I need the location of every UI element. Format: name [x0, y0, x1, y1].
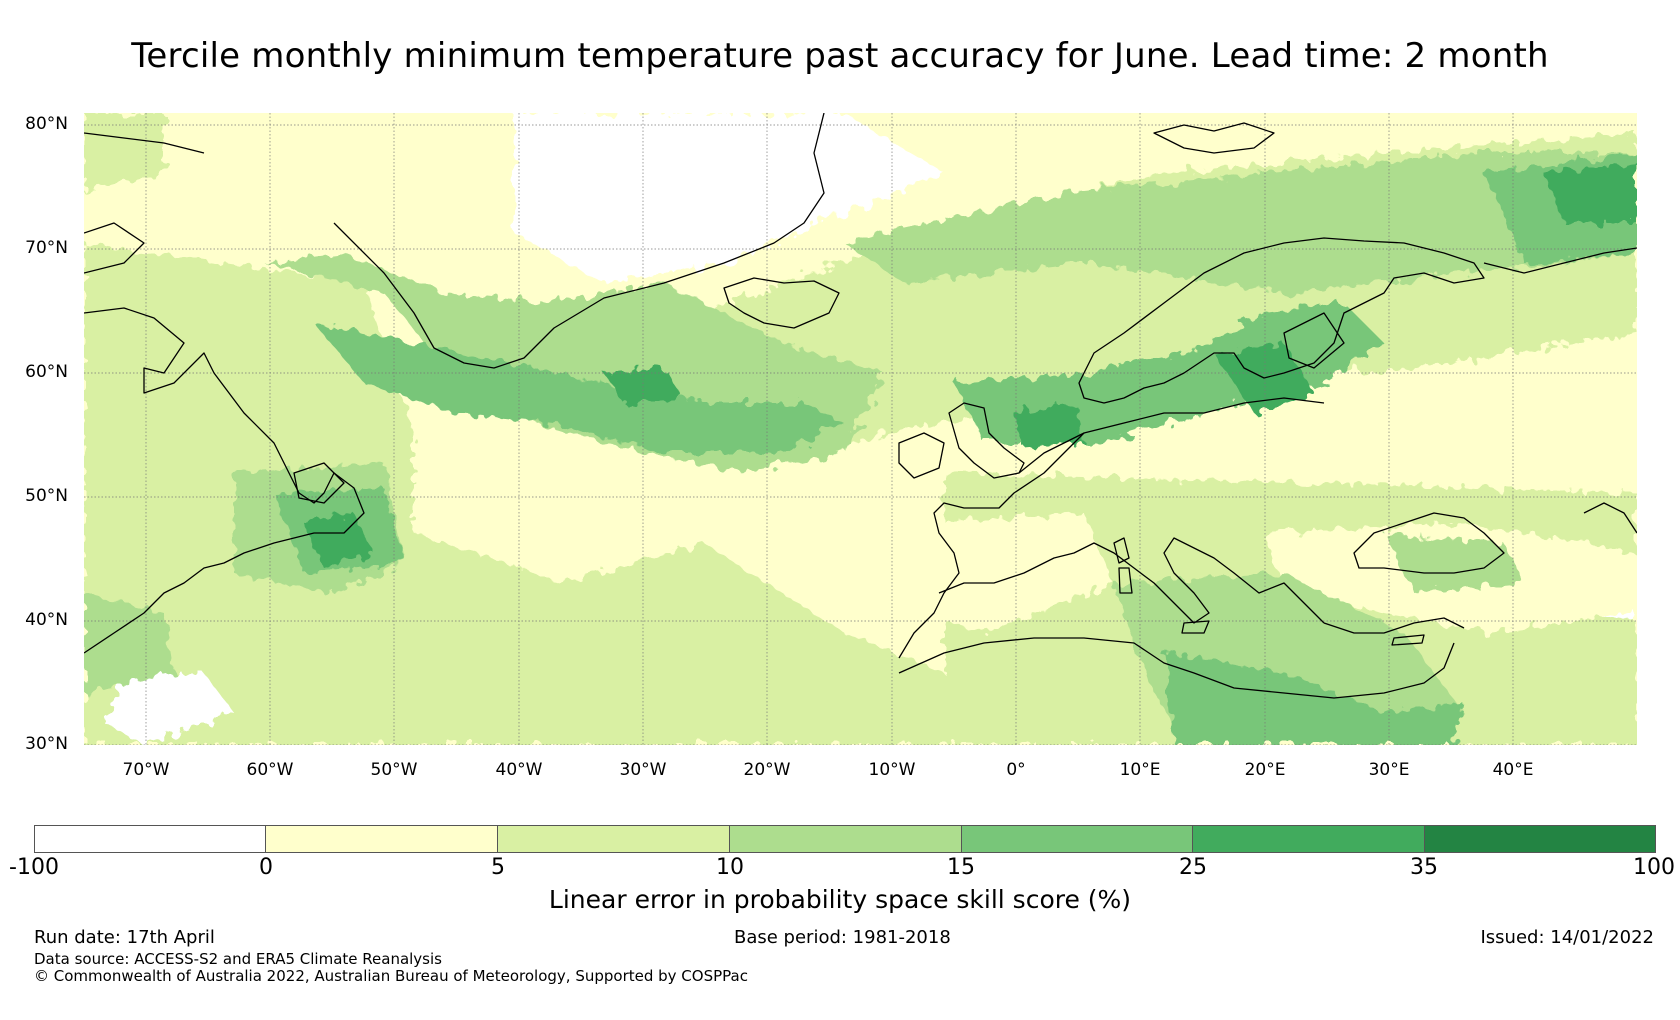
map-title: Tercile monthly minimum temperature past… [131, 36, 1549, 76]
colorbar-tick-0: 0 [259, 855, 273, 880]
svalbard-coast [1153, 122, 1275, 154]
lon-label-30e: 30°E [1368, 760, 1410, 780]
lat-label-60n: 60°N [25, 362, 68, 382]
iceland-coast [723, 277, 840, 329]
north-europe-coast [1018, 397, 1325, 474]
colorbar-swatch-15-25 [962, 826, 1193, 852]
colorbar-tick-35: 35 [1410, 855, 1438, 880]
colorbar-tick-15: 15 [947, 855, 975, 880]
lon-label-40e: 40°E [1492, 760, 1534, 780]
lon-label-20w: 20°W [743, 760, 791, 780]
coastlines [84, 113, 1637, 699]
colorbar-swatch-neg100-0 [35, 826, 266, 852]
great-britain-coast [948, 402, 1025, 479]
north-mediterranean-coast [938, 537, 1325, 624]
lat-label-30n: 30°N [25, 734, 68, 754]
lon-label-10e: 10°E [1119, 760, 1161, 780]
lon-label-20e: 20°E [1244, 760, 1286, 780]
run-date: Run date: 17th April [34, 927, 215, 948]
scandinavia-coast [1078, 237, 1485, 404]
colorbar-swatch-0-5 [266, 826, 498, 852]
colorbar-tick-10: 10 [716, 855, 744, 880]
sardinia-coast [1118, 567, 1133, 594]
lon-label-10w: 10°W [868, 760, 916, 780]
base-period: Base period: 1981-2018 [734, 927, 951, 948]
lon-label-70w: 70°W [122, 760, 170, 780]
copyright: © Commonwealth of Australia 2022, Austra… [34, 967, 748, 985]
graticule [84, 113, 1637, 745]
colorbar-swatch-5-10 [498, 826, 730, 852]
cyprus-coast [1391, 634, 1425, 646]
lat-label-40n: 40°N [25, 610, 68, 630]
baffin-coast [84, 222, 145, 274]
newfoundland-coast [293, 462, 345, 504]
lat-label-80n: 80°N [25, 114, 68, 134]
caspian-coast [1583, 502, 1637, 534]
atlantic-europe-coast [898, 432, 1085, 659]
data-source: Data source: ACCESS-S2 and ERA5 Climate … [34, 950, 442, 968]
colorbar-tick-25: 25 [1179, 855, 1207, 880]
greenland-coast [333, 113, 825, 369]
colorbar-tick-neg100: -100 [9, 855, 59, 880]
lon-label-60w: 60°W [246, 760, 294, 780]
lat-label-70n: 70°N [25, 238, 68, 258]
colorbar-tick-5: 5 [491, 855, 505, 880]
colorbar-label: Linear error in probability space skill … [548, 885, 1132, 914]
russia-arctic-coast [1483, 247, 1637, 274]
corsica-coast [1113, 537, 1130, 564]
anatolia-coast [1323, 617, 1465, 634]
colorbar-swatch-35-100 [1425, 826, 1655, 852]
colorbar-tick-100: 100 [1633, 855, 1675, 880]
issued-date: Issued: 14/01/2022 [1480, 927, 1654, 948]
sicily-coast [1181, 620, 1210, 634]
labrador-coast [84, 307, 365, 654]
lat-label-50n: 50°N [25, 486, 68, 506]
north-africa-coast [898, 637, 1455, 699]
lon-label-50w: 50°W [370, 760, 418, 780]
ireland-coast [898, 432, 945, 479]
lon-label-30w: 30°W [619, 760, 667, 780]
colorbar-swatch-10-15 [730, 826, 962, 852]
colorbar [34, 825, 1656, 853]
gulf-of-bothnia-coast [1283, 312, 1345, 369]
colorbar-swatch-25-35 [1193, 826, 1425, 852]
lon-label-0: 0° [1006, 760, 1026, 780]
skill-score-map [84, 113, 1637, 745]
black-sea-coast [1353, 512, 1505, 574]
lon-label-40w: 40°W [495, 760, 543, 780]
